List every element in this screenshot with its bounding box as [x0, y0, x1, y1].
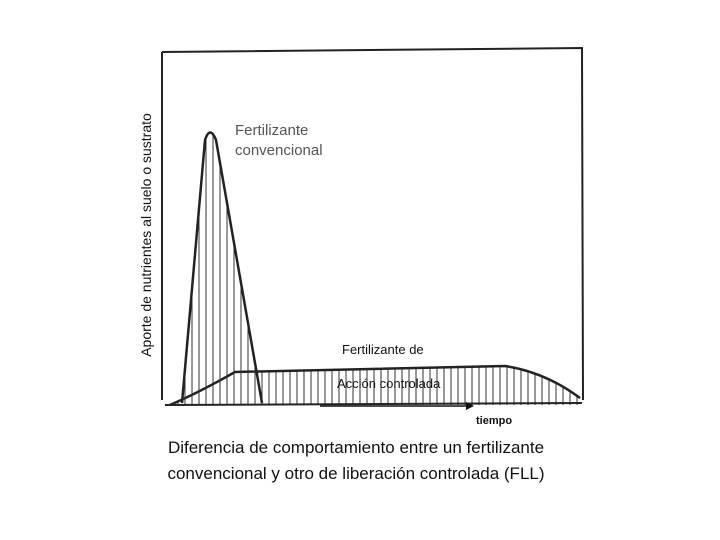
baseline [164, 402, 583, 406]
frame [161, 46, 584, 401]
curve-label: Fertilizante de [342, 342, 424, 357]
x-axis-label: tiempo [476, 415, 512, 427]
y-axis-label: Aporte de nutrientes al suelo o sustrato [138, 113, 154, 357]
conventional-curve [180, 131, 264, 404]
time-arrowhead [466, 402, 474, 410]
curve-label: Acción controlada [337, 376, 441, 391]
curve-label: Fertilizante [235, 122, 308, 139]
controlled-fill [170, 366, 580, 405]
caption: convencional y otro de liberación contro… [167, 464, 544, 483]
conventional-fill [182, 132, 262, 403]
curve-label: convencional [235, 142, 323, 159]
caption: Diferencia de comportamiento entre un fe… [168, 438, 544, 457]
